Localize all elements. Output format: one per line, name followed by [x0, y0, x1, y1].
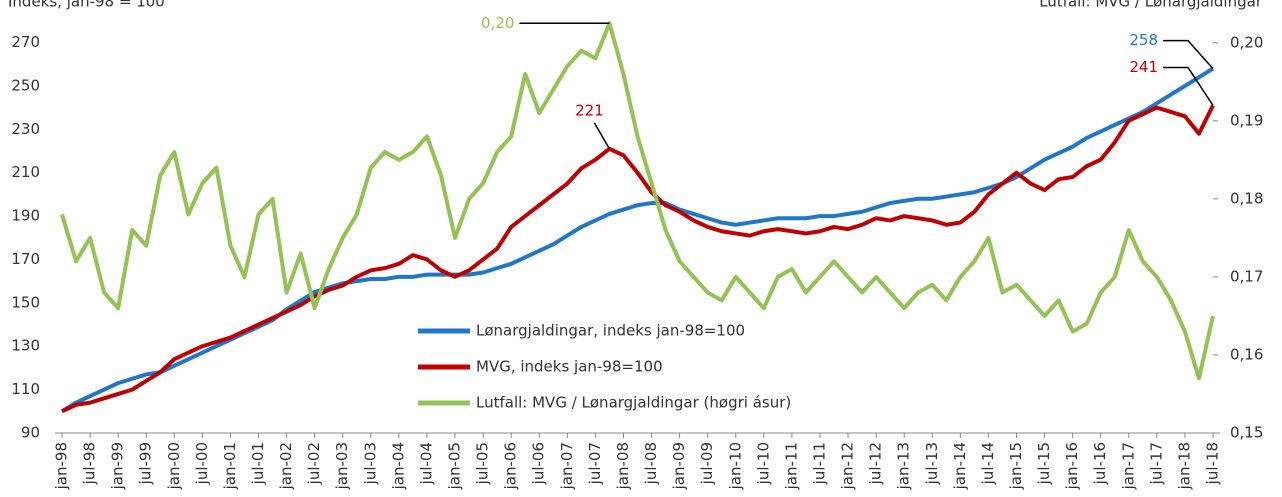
- y2-tick-label: 0,19: [1230, 111, 1263, 129]
- x-tick-label: jul-02: [305, 442, 323, 485]
- y-tick-label: 230: [11, 120, 40, 138]
- series-line: [60, 21, 1215, 381]
- x-tick-label: jan-05: [446, 442, 464, 490]
- legend-label: MVG, indeks jan-98=100: [476, 358, 663, 376]
- x-tick-label: jan-16: [1063, 442, 1081, 490]
- y-tick-label: 130: [11, 337, 40, 355]
- legend-label: Lønargjaldingar, indeks jan-98=100: [476, 322, 745, 340]
- x-tick-label: jan-04: [389, 442, 407, 490]
- series-line: [61, 104, 1215, 414]
- x-tick-label: jan-09: [670, 442, 688, 490]
- label-leader: [1163, 66, 1214, 106]
- y-tick-label: 150: [11, 293, 40, 311]
- x-tick-label: jul-11: [810, 442, 828, 485]
- y-tick-label: 110: [11, 380, 40, 398]
- x-tick-label: jul-18: [1204, 442, 1222, 485]
- x-tick-label: jan-15: [1007, 442, 1025, 490]
- x-tick-label: jul-15: [1035, 442, 1053, 485]
- data-label: 241: [1129, 58, 1158, 76]
- x-tick-label: jan-10: [726, 442, 744, 490]
- x-tick-label: jan-03: [333, 442, 351, 490]
- x-tick-label: jul-01: [249, 442, 267, 485]
- y2-tick-label: 0,20: [1230, 33, 1263, 51]
- x-tick-label: jan-02: [277, 442, 295, 490]
- y-tick-label: 90: [21, 424, 40, 442]
- y-tick-label: 210: [11, 163, 40, 181]
- y2-tick-label: 0,18: [1230, 189, 1263, 207]
- y-tick-label: 190: [11, 207, 40, 225]
- x-tick-label: jul-08: [642, 442, 660, 485]
- x-tick-label: jul-05: [474, 442, 492, 485]
- y2-axis-title: Lutfall: MVG / Lønargjaldingar: [1039, 0, 1263, 11]
- x-tick-label: jul-14: [979, 442, 997, 485]
- x-tick-label: jan-11: [782, 442, 800, 490]
- x-tick-label: jul-10: [754, 442, 772, 485]
- x-tick-label: jul-09: [698, 442, 716, 485]
- data-label: 0,20: [481, 14, 514, 32]
- x-tick-label: jan-07: [558, 442, 576, 490]
- x-tick-label: jul-99: [137, 442, 155, 485]
- x-tick-label: jan-13: [895, 442, 913, 490]
- y2-tick-label: 0,17: [1230, 267, 1263, 285]
- label-leader: [593, 122, 611, 150]
- x-tick-label: jul-98: [81, 442, 99, 485]
- x-tick-label: jan-17: [1119, 442, 1137, 490]
- x-tick-label: jan-99: [109, 442, 127, 490]
- y-tick-label: 170: [11, 250, 40, 268]
- x-tick-label: jul-06: [530, 442, 548, 485]
- label-leader: [1163, 39, 1214, 70]
- x-tick-label: jul-04: [417, 442, 435, 485]
- y-tick-label: 270: [11, 33, 40, 51]
- x-tick-label: jul-17: [1147, 442, 1165, 485]
- x-tick-label: jan-98: [53, 442, 71, 490]
- x-tick-label: jul-12: [867, 442, 885, 485]
- legend-label: Lutfall: MVG / Lønargjaldingar (høgri ás…: [476, 394, 791, 412]
- y2-tick-label: 0,16: [1230, 345, 1263, 363]
- x-tick-label: jan-00: [165, 442, 183, 490]
- data-label: 221: [575, 101, 604, 119]
- x-tick-label: jul-07: [586, 442, 604, 485]
- x-tick-label: jan-12: [839, 442, 857, 490]
- y-tick-label: 250: [11, 76, 40, 94]
- data-label: 258: [1129, 31, 1158, 49]
- y2-tick-label: 0,15: [1230, 424, 1263, 442]
- x-tick-label: jan-08: [614, 442, 632, 490]
- x-tick-label: jul-00: [193, 442, 211, 485]
- x-tick-label: jul-16: [1091, 442, 1109, 485]
- x-tick-label: jul-13: [923, 442, 941, 485]
- x-tick-label: jan-01: [221, 442, 239, 490]
- x-tick-label: jan-14: [951, 442, 969, 490]
- x-tick-label: jan-06: [502, 442, 520, 490]
- y-axis-title: Indeks, jan-98 = 100: [8, 0, 165, 11]
- x-tick-label: jul-03: [361, 442, 379, 485]
- x-tick-label: jan-18: [1175, 442, 1193, 490]
